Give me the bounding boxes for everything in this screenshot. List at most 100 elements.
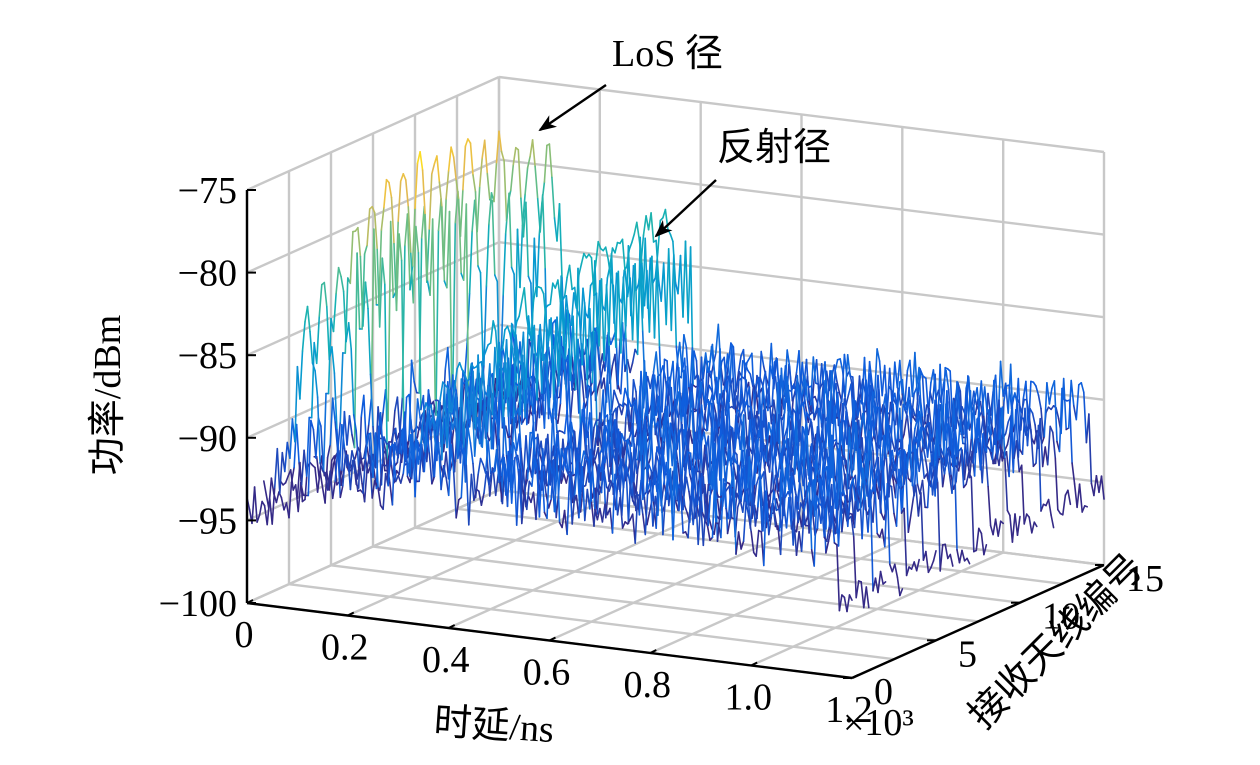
series-segment <box>981 533 984 554</box>
series-segment <box>549 499 552 508</box>
series-segment <box>477 187 480 232</box>
series-segment <box>276 492 279 502</box>
series-segment <box>310 332 313 363</box>
annotation-arrow <box>656 180 716 236</box>
series-segment <box>383 474 386 510</box>
series-segment <box>333 481 336 498</box>
series-segment <box>518 150 521 198</box>
series-segment <box>846 394 849 405</box>
series-segment <box>384 180 387 208</box>
series-segment <box>401 473 404 483</box>
series-segment <box>544 145 547 182</box>
series-segment <box>663 496 666 535</box>
series-segment <box>420 152 423 170</box>
series-segment <box>451 147 454 157</box>
series-segment <box>651 213 654 242</box>
series-segment <box>670 234 673 241</box>
series-segment <box>911 498 914 515</box>
series-segment <box>350 416 353 435</box>
series-segment <box>549 144 552 177</box>
series-segment <box>319 285 322 316</box>
series-segment <box>986 452 989 486</box>
series-segment <box>552 177 555 218</box>
series-segment <box>1033 413 1036 425</box>
series-segment <box>1039 395 1042 408</box>
series-segment <box>406 180 409 207</box>
series-segment <box>341 277 344 292</box>
annotation-arrow <box>540 85 606 130</box>
series-segment <box>1064 379 1067 430</box>
series-segment <box>866 587 869 608</box>
series-segment <box>433 219 436 400</box>
series-segment <box>1063 495 1066 515</box>
series-segment <box>809 417 812 422</box>
series-segment <box>570 265 573 289</box>
series-segment <box>324 283 327 307</box>
series-segment <box>579 264 582 275</box>
series-segment <box>302 450 305 485</box>
series-segment <box>1029 517 1032 533</box>
series-segment <box>708 526 711 540</box>
series-segment <box>327 307 330 360</box>
series-segment <box>967 558 970 563</box>
series-segment <box>290 419 293 458</box>
series-segment <box>432 164 435 174</box>
series-segment <box>524 288 527 318</box>
series-segment <box>770 472 773 508</box>
series-segment <box>904 418 907 435</box>
z-tick-label: −95 <box>178 500 237 542</box>
series-segment <box>1084 392 1087 442</box>
annotation-label: LoS 径 <box>612 33 723 75</box>
series-segment <box>492 201 495 275</box>
series-segment <box>399 234 402 260</box>
series-segment <box>739 356 742 372</box>
series-segment <box>976 528 979 550</box>
series-segment <box>1022 465 1024 524</box>
series-segment <box>1072 463 1075 484</box>
series-segment <box>449 147 452 171</box>
series-segment <box>837 545 840 611</box>
series-segment <box>525 168 528 194</box>
series-segment <box>351 349 354 415</box>
series-segment <box>926 552 929 573</box>
series-segment <box>1055 458 1058 509</box>
series-segment <box>900 589 903 596</box>
series-segment <box>440 382 443 398</box>
series-segment <box>550 283 553 304</box>
x-tick-label: 0.4 <box>422 639 470 681</box>
series-segment <box>349 323 352 349</box>
series-segment <box>473 175 476 192</box>
series-segment <box>861 582 864 608</box>
series-segment <box>1081 383 1084 393</box>
series-segment <box>1007 433 1010 445</box>
z-axis-label: 功率/dBm <box>87 315 129 475</box>
series-segment <box>495 275 498 282</box>
series-segment <box>880 361 883 395</box>
series-segment <box>630 363 633 373</box>
series-segment <box>960 550 963 562</box>
series-segment <box>629 243 632 250</box>
series-segment <box>971 477 974 551</box>
series-segment <box>416 227 419 253</box>
series-segment <box>739 532 742 549</box>
series-segment <box>364 395 367 444</box>
series-segment <box>892 487 895 514</box>
series-segment <box>1053 432 1056 458</box>
series-segment <box>1070 400 1073 463</box>
series-segment <box>512 267 514 274</box>
series-segment <box>344 412 347 445</box>
series-segment <box>400 397 403 432</box>
series-segment <box>1071 381 1074 406</box>
series-segment <box>336 268 339 294</box>
series-segment <box>366 282 369 308</box>
x-tick-label: 1.0 <box>724 677 772 719</box>
series-segment <box>528 276 531 283</box>
series-segment <box>840 359 843 371</box>
series-segment <box>460 190 463 237</box>
series-segment <box>470 232 473 294</box>
series-segment <box>1085 506 1088 507</box>
series-segment <box>586 472 589 485</box>
series-segment <box>847 595 850 612</box>
annotation-label: 反射径 <box>717 127 831 169</box>
series-segment <box>1051 515 1054 528</box>
